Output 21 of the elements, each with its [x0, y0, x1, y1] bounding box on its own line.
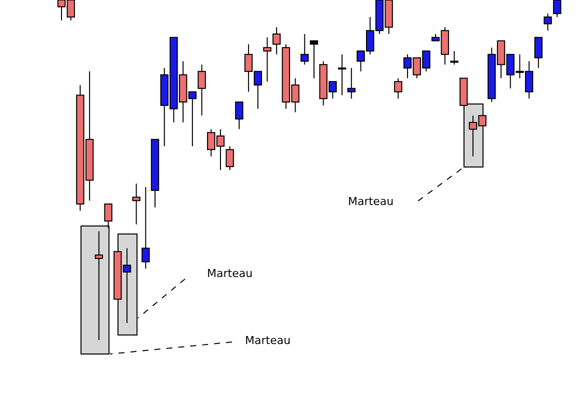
candlestick	[104, 204, 112, 228]
candlestick	[347, 68, 356, 100]
candlestick	[272, 26, 281, 55]
candlestick	[226, 146, 234, 170]
annotation: Marteau	[245, 334, 291, 347]
annotation: Marteau	[348, 195, 394, 208]
candlestick	[142, 186, 150, 270]
candlestick	[94, 230, 104, 340]
candlestick	[132, 183, 140, 225]
annotation: Marteau	[207, 267, 253, 280]
candlestick	[394, 78, 402, 100]
candlestick	[263, 36, 272, 82]
candlestick	[553, 0, 562, 18]
candlestick	[534, 36, 543, 68]
candlestick	[450, 50, 458, 66]
candlestick	[338, 54, 346, 96]
candlestick	[198, 64, 206, 116]
candlestick	[544, 13, 552, 32]
candlestick	[300, 34, 309, 66]
candlestick	[310, 40, 318, 79]
candlestick	[235, 102, 244, 130]
